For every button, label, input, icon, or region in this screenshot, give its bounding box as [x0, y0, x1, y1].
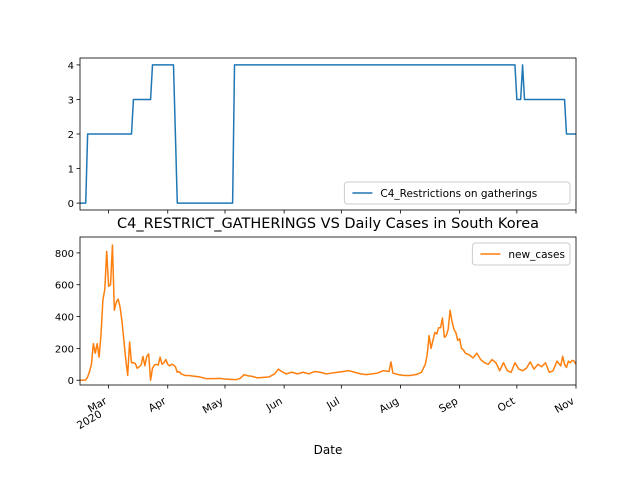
x-tick-label: Jul [324, 395, 342, 412]
y-tick-label: 0 [68, 199, 74, 210]
restrictions-y-axis: 0 1 2 3 4 [68, 61, 80, 210]
legend-label: C4_Restrictions on gatherings [380, 188, 537, 200]
y-tick-label: 4 [68, 61, 74, 72]
restrictions-legend: C4_Restrictions on gatherings [343, 181, 571, 205]
legend-label: new_cases [508, 249, 565, 261]
y-tick-label: 600 [55, 281, 74, 292]
restrictions-series [80, 64, 576, 204]
cases-series [79, 244, 577, 381]
y-tick-label: 200 [55, 344, 74, 355]
y-tick-label: 1 [68, 165, 74, 176]
cases-y-axis: 0 200 400 600 800 [55, 249, 80, 387]
x-axis-label: Date [314, 443, 343, 457]
series-line [80, 64, 576, 204]
y-tick-label: 0 [68, 376, 74, 387]
legend-box [471, 242, 571, 266]
y-tick-label: 3 [68, 95, 74, 106]
legend-box [343, 181, 571, 205]
series-line [79, 244, 577, 381]
y-tick-label: 2 [68, 130, 74, 141]
cases-axes-frame [79, 236, 577, 386]
chart-title: C4_RESTRICT_GATHERINGS VS Daily Cases in… [117, 216, 539, 232]
y-tick-label: 400 [55, 313, 74, 324]
y-tick-label: 800 [55, 249, 74, 260]
restrictions-x-axis [108, 210, 577, 214]
cases-legend: new_cases [471, 242, 571, 266]
restrictions-panel: 0 1 2 3 4 C4_Restrictions on gatherings [68, 57, 577, 214]
